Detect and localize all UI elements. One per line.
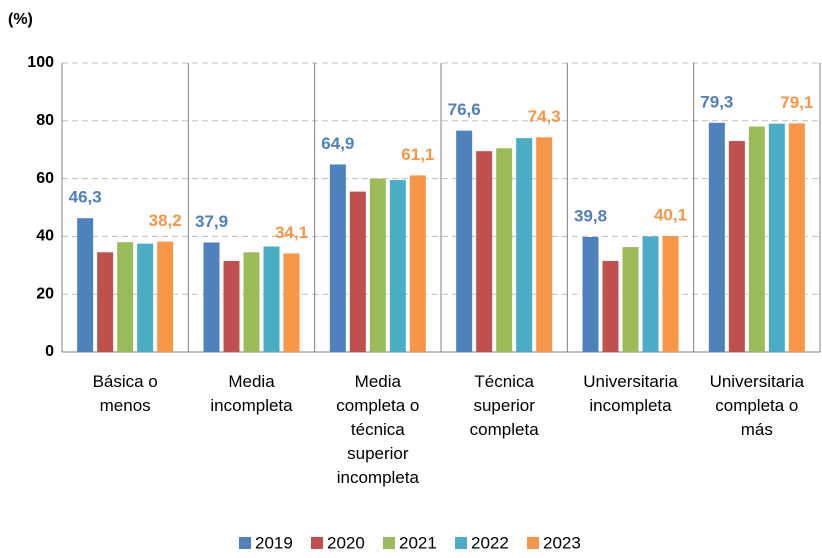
y-tick-label: 60 <box>36 170 54 187</box>
bar <box>622 247 639 352</box>
bar <box>243 252 260 352</box>
x-tick-line: superior <box>347 444 409 463</box>
data-label: 39,8 <box>574 206 607 225</box>
data-label: 61,1 <box>401 145 434 164</box>
data-label: 46,3 <box>69 188 102 207</box>
data-label: 38,2 <box>149 211 182 230</box>
bar <box>283 253 300 352</box>
bar <box>662 236 679 352</box>
data-label: 79,1 <box>780 93 813 112</box>
x-tick-line: Universitaria <box>583 372 678 391</box>
y-tick-label: 80 <box>36 112 54 129</box>
bar <box>223 260 240 352</box>
bar <box>203 242 220 352</box>
bar <box>117 242 134 352</box>
x-tick-line: Básica o <box>93 372 158 391</box>
x-tick-label: Media incompleta <box>210 372 293 415</box>
bar <box>708 122 725 352</box>
legend-label: 2022 <box>471 533 509 552</box>
bar <box>263 246 280 352</box>
legend-swatch <box>455 537 467 549</box>
x-tick-label: Universitaria completa o más <box>710 372 805 439</box>
legend-label: 2019 <box>255 533 293 552</box>
y-axis-label: (%) <box>8 11 33 28</box>
x-tick-label: Básica o menos <box>93 372 158 415</box>
data-label: 34,1 <box>275 223 308 242</box>
x-tick-line: Técnica <box>474 372 534 391</box>
legend-label: 2021 <box>399 533 437 552</box>
x-tick-line: incompleta <box>337 468 420 487</box>
x-tick-line: completa o <box>715 396 798 415</box>
bar <box>137 243 154 352</box>
bar <box>369 178 386 352</box>
x-tick-line: Media <box>228 372 275 391</box>
x-tick-line: completa <box>470 420 540 439</box>
bar <box>728 141 745 352</box>
bar <box>602 260 619 352</box>
bar <box>496 148 513 352</box>
bar <box>77 218 94 352</box>
x-tick-line: Universitaria <box>710 372 805 391</box>
bar <box>748 126 765 352</box>
legend-swatch <box>239 537 251 549</box>
bar <box>409 175 426 352</box>
bar <box>582 236 599 352</box>
y-tick-label: 0 <box>45 343 54 360</box>
bar <box>788 123 805 352</box>
data-label: 79,3 <box>700 92 733 111</box>
x-tick-line: menos <box>100 396 151 415</box>
bar <box>536 137 553 352</box>
x-tick-line: Media <box>355 372 402 391</box>
bar <box>516 138 533 352</box>
x-tick-label: Universitaria incompleta <box>583 372 678 415</box>
data-label: 76,6 <box>448 100 481 119</box>
y-tick-label: 100 <box>27 54 54 71</box>
data-label: 74,3 <box>528 107 561 126</box>
bar <box>349 191 366 352</box>
x-tick-line: más <box>741 420 773 439</box>
legend-swatch <box>311 537 323 549</box>
x-tick-label: Media completa o técnica superior incompleta <box>336 372 419 487</box>
bar <box>476 151 493 352</box>
legend-swatch <box>527 537 539 549</box>
x-tick-label: Técnica superior completa <box>470 372 540 439</box>
data-label: 40,1 <box>654 206 687 225</box>
x-tick-line: completa o <box>336 396 419 415</box>
x-tick-line: incompleta <box>589 396 672 415</box>
bar <box>456 130 473 352</box>
bar <box>642 236 659 352</box>
x-tick-line: técnica <box>351 420 405 439</box>
bar <box>157 241 174 352</box>
x-tick-line: incompleta <box>210 396 293 415</box>
bar <box>97 252 114 352</box>
y-tick-label: 40 <box>36 228 54 245</box>
legend-label: 2020 <box>327 533 365 552</box>
legend-label: 2023 <box>543 533 581 552</box>
y-tick-label: 20 <box>36 285 54 302</box>
bar <box>389 180 406 352</box>
data-label: 64,9 <box>321 134 354 153</box>
bar <box>329 164 346 352</box>
data-label: 37,9 <box>195 212 228 231</box>
legend-swatch <box>383 537 395 549</box>
bar <box>768 123 785 352</box>
x-tick-line: superior <box>473 396 535 415</box>
